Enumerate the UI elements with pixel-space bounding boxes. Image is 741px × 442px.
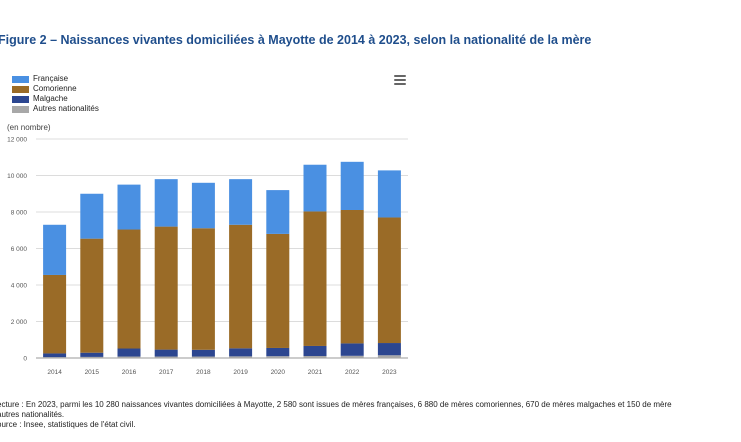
- bar-segment-fran-aise: [191, 182, 215, 229]
- bar-segment-malgache: [303, 345, 327, 356]
- bar-segment-malgache: [229, 348, 253, 357]
- bar-segment-malgache: [377, 343, 401, 356]
- y-tick-label: 6 000: [11, 246, 28, 253]
- legend-swatch-autres: [12, 105, 29, 113]
- bar-segment-autres-nationalit-s: [377, 355, 401, 358]
- bar-segment-fran-aise: [266, 190, 290, 234]
- hamburger-menu-icon[interactable]: [394, 75, 406, 85]
- x-tick-label: 2014: [47, 369, 62, 376]
- bar-segment-fran-aise: [303, 164, 327, 212]
- bar-segment-autres-nationalit-s: [191, 356, 215, 358]
- y-tick-label: 4 000: [11, 283, 28, 290]
- bar-segment-comorienne: [154, 226, 178, 350]
- bar-segment-malgache: [266, 347, 290, 357]
- bar-segment-autres-nationalit-s: [229, 356, 253, 358]
- bar-segment-fran-aise: [229, 179, 253, 225]
- bar-segment-malgache: [191, 349, 215, 357]
- chart-legend: Française Comorienne Malgache Autres nat…: [12, 74, 99, 114]
- bar-segment-autres-nationalit-s: [43, 357, 67, 358]
- footnote: ecture : En 2023, parmi les 10 280 naiss…: [0, 400, 741, 430]
- bar-segment-comorienne: [191, 228, 215, 350]
- legend-item-francaise[interactable]: Française: [12, 74, 99, 84]
- legend-label-autres: Autres nationalités: [33, 104, 99, 113]
- bar-segment-comorienne: [377, 217, 401, 344]
- footnote-reading-line: ecture : En 2023, parmi les 10 280 naiss…: [0, 400, 672, 409]
- bar-segment-autres-nationalit-s: [303, 355, 327, 358]
- bar-segment-fran-aise: [43, 224, 67, 275]
- bar-segment-fran-aise: [117, 184, 141, 230]
- x-tick-label: 2018: [196, 369, 211, 376]
- bar-segment-comorienne: [303, 211, 327, 346]
- footnote-source-line: ource : Insee, statistiques de l'état ci…: [0, 420, 136, 429]
- y-tick-label: 10 000: [7, 173, 27, 180]
- bar-segment-fran-aise: [154, 179, 178, 227]
- x-tick-label: 2022: [345, 369, 360, 376]
- bar-segment-autres-nationalit-s: [154, 356, 178, 358]
- legend-item-autres[interactable]: Autres nationalités: [12, 104, 99, 114]
- legend-label-malgache: Malgache: [33, 94, 68, 103]
- x-tick-label: 2016: [122, 369, 137, 376]
- bar-segment-comorienne: [117, 229, 141, 349]
- bar-segment-fran-aise: [340, 161, 364, 210]
- bar-segment-autres-nationalit-s: [117, 356, 141, 358]
- bar-segment-comorienne: [340, 209, 364, 344]
- bar-segment-malgache: [340, 343, 364, 356]
- bar-segment-comorienne: [229, 224, 253, 349]
- legend-swatch-francaise: [12, 75, 29, 83]
- y-tick-label: 12 000: [7, 137, 27, 144]
- bar-segment-malgache: [154, 349, 178, 357]
- y-tick-label: 0: [23, 356, 27, 363]
- x-tick-label: 2020: [271, 369, 286, 376]
- x-tick-label: 2021: [308, 369, 323, 376]
- legend-item-comorienne[interactable]: Comorienne: [12, 84, 99, 94]
- bar-segment-malgache: [80, 352, 104, 357]
- bar-segment-comorienne: [266, 233, 290, 348]
- bar-segment-comorienne: [80, 238, 104, 353]
- bar-segment-fran-aise: [80, 193, 104, 239]
- bar-segment-autres-nationalit-s: [340, 355, 364, 358]
- legend-swatch-malgache: [12, 95, 29, 103]
- figure-title: Figure 2 – Naissances vivantes domicilié…: [0, 33, 592, 47]
- y-tick-label: 2 000: [11, 319, 28, 326]
- x-tick-label: 2017: [159, 369, 174, 376]
- legend-label-comorienne: Comorienne: [33, 84, 77, 93]
- bar-segment-malgache: [43, 353, 67, 358]
- x-tick-label: 2023: [382, 369, 397, 376]
- x-tick-label: 2019: [233, 369, 248, 376]
- bar-segment-autres-nationalit-s: [80, 356, 104, 358]
- bar-segment-autres-nationalit-s: [266, 356, 290, 358]
- bar-segment-comorienne: [43, 274, 67, 354]
- footnote-reading-line-cont: autres nationalités.: [0, 410, 65, 419]
- legend-item-malgache[interactable]: Malgache: [12, 94, 99, 104]
- legend-label-francaise: Française: [33, 74, 69, 83]
- x-tick-label: 2015: [85, 369, 100, 376]
- legend-swatch-comorienne: [12, 85, 29, 93]
- y-axis-unit-label: (en nombre): [7, 123, 51, 132]
- bar-segment-fran-aise: [377, 170, 401, 218]
- y-tick-label: 8 000: [11, 210, 28, 217]
- bar-segment-malgache: [117, 348, 141, 357]
